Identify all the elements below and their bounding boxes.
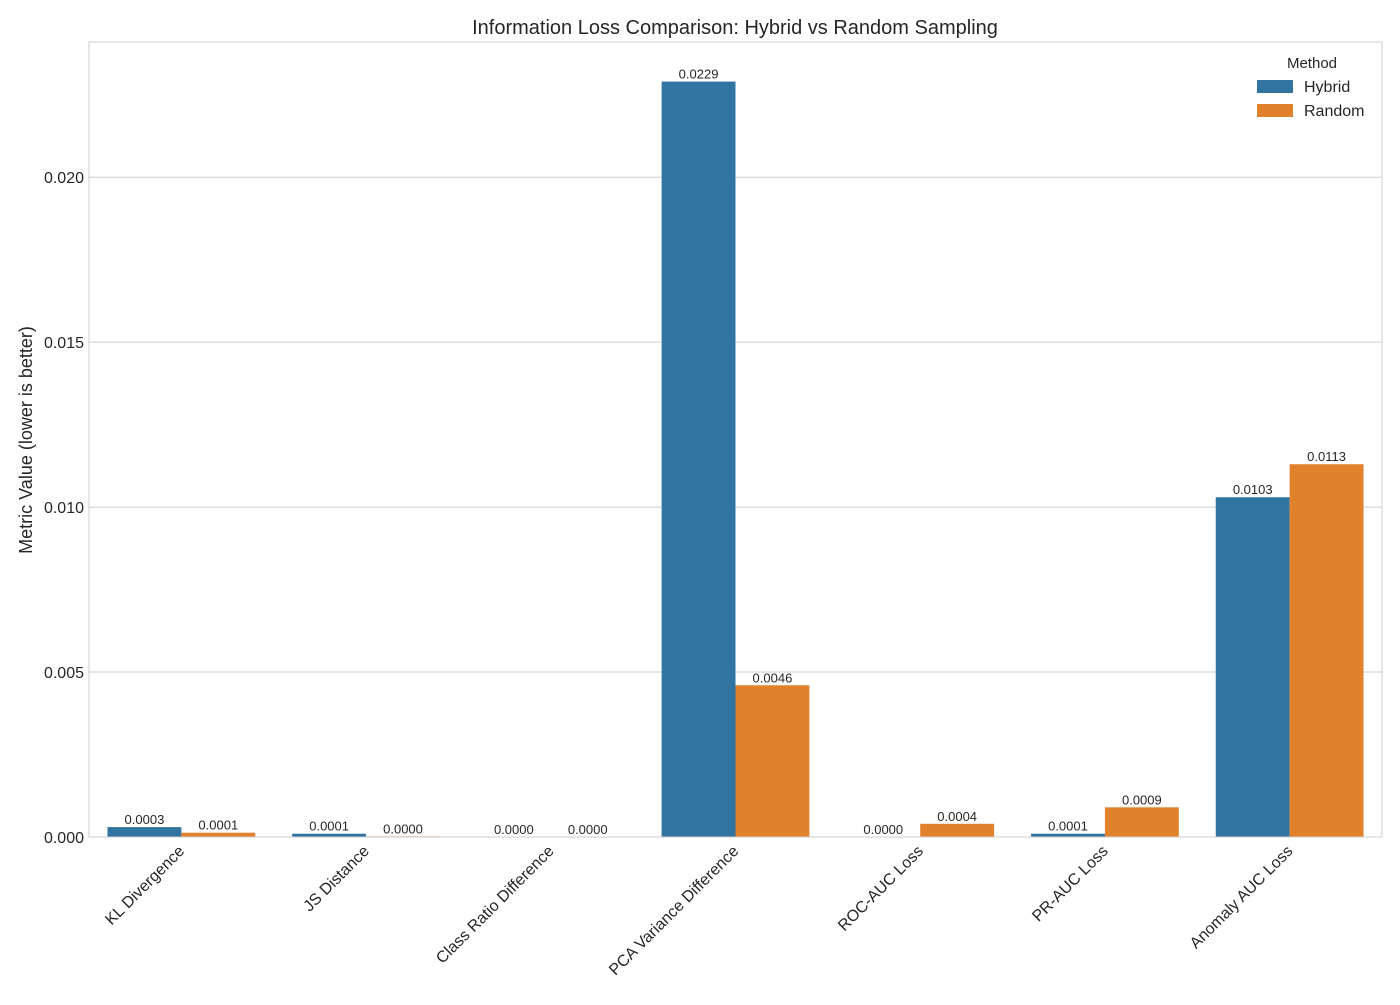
x-axis-ticks: KL Divergence JS Distance Class Ratio Diff…	[102, 843, 1296, 979]
x-tick-label: Anomaly AUC Loss	[1187, 843, 1296, 952]
legend-label-random: Random	[1304, 103, 1364, 120]
bar-value-label: 0.0229	[679, 67, 719, 82]
bar-value-label: 0.0000	[494, 822, 534, 837]
bar-value-label: 0.0004	[937, 809, 977, 824]
x-tick-label: PR-AUC Loss	[1029, 843, 1111, 925]
bar-random	[920, 823, 995, 837]
y-tick-label: 0.000	[44, 830, 84, 847]
bar-hybrid	[661, 81, 736, 837]
bar-value-label: 0.0000	[863, 822, 903, 837]
bar-random	[1289, 464, 1364, 837]
bar-value-label: 0.0003	[125, 812, 165, 827]
x-tick-label: Class Ratio Difference	[433, 843, 557, 967]
bar-value-label: 0.0000	[568, 822, 608, 837]
bar-value-label: 0.0046	[753, 670, 793, 685]
bar-hybrid	[292, 833, 367, 837]
bar-value-label: 0.0001	[309, 819, 349, 834]
x-tick-label: KL Divergence	[102, 843, 188, 929]
bar-random	[735, 685, 810, 837]
bar-hybrid	[1215, 497, 1290, 837]
y-tick-label: 0.005	[44, 665, 84, 682]
bar-random	[181, 832, 256, 837]
bar-hybrid	[1031, 833, 1105, 837]
bar-hybrid	[107, 827, 182, 837]
bars: 0.0003 0.0001 0.0001 0.0000 0.0000 0.0000 0.02…	[107, 67, 1364, 837]
x-tick-label: PCA Variance Difference	[606, 843, 742, 979]
legend-swatch-random	[1257, 104, 1293, 117]
bar-value-label: 0.0103	[1233, 482, 1273, 497]
legend: Method Hybrid Random	[1257, 55, 1364, 120]
x-tick-label: ROC-AUC Loss	[835, 843, 927, 935]
bar-value-label: 0.0009	[1122, 792, 1162, 807]
x-tick-label: JS Distance	[301, 843, 373, 915]
legend-label-hybrid: Hybrid	[1304, 79, 1350, 96]
y-axis-ticks: 0.000 0.005 0.010 0.015 0.020	[44, 170, 84, 847]
chart-title: Information Loss Comparison: Hybrid vs R…	[472, 17, 998, 39]
y-axis-label: Metric Value (lower is better)	[16, 326, 36, 554]
legend-title: Method	[1287, 55, 1337, 72]
plot-frame	[88, 41, 1383, 838]
bar-value-label: 0.0001	[198, 818, 238, 833]
bar-value-label: 0.0000	[383, 821, 423, 836]
y-tick-label: 0.010	[44, 500, 84, 517]
y-tick-label: 0.015	[44, 335, 84, 352]
bar-value-label: 0.0001	[1048, 819, 1088, 834]
bar-random	[1104, 807, 1179, 837]
y-tick-label: 0.020	[44, 170, 84, 187]
legend-swatch-hybrid	[1257, 80, 1293, 93]
bar-value-label: 0.0113	[1307, 449, 1346, 464]
